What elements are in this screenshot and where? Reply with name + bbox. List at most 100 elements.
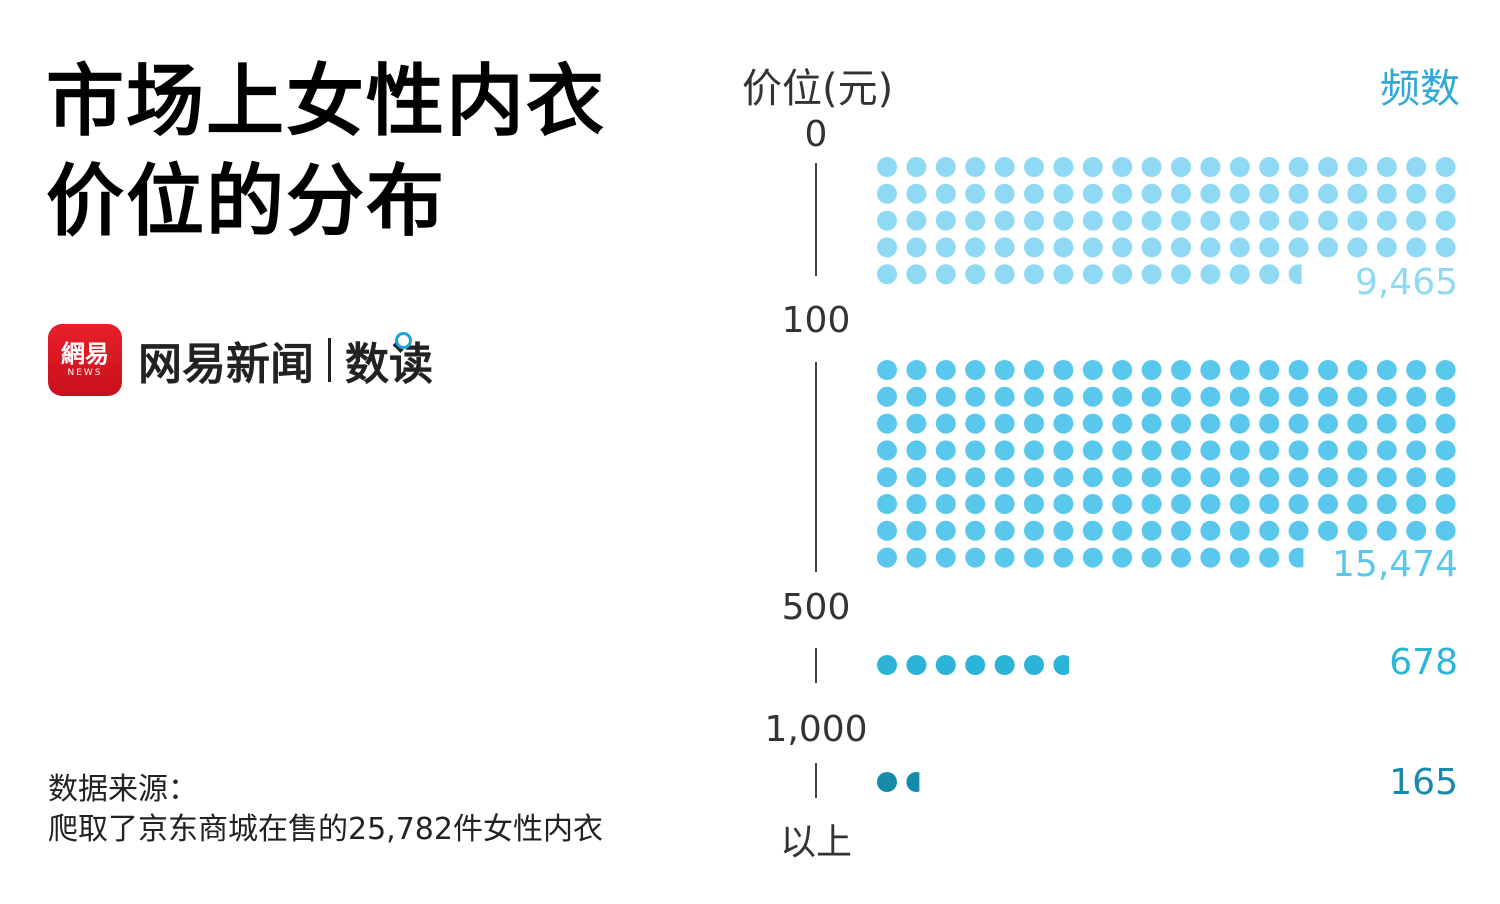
dot-0-89	[1141, 264, 1162, 285]
dot-1-79	[1435, 440, 1456, 461]
dot-2-3	[965, 655, 986, 675]
dot-1-92	[1229, 467, 1250, 488]
dot-1-3	[965, 360, 986, 380]
dot-1-53	[1259, 413, 1280, 434]
dot-0-49	[1141, 210, 1162, 231]
dot-0-88	[1112, 264, 1133, 285]
dot-0-86	[1053, 264, 1074, 285]
dot-1-55	[1318, 413, 1338, 434]
dot-1-96	[1347, 467, 1368, 488]
tick-label-500: 500	[781, 587, 851, 628]
dot-1-70	[1171, 440, 1191, 461]
dot-2-1	[906, 655, 927, 675]
dot-1-34	[1288, 386, 1309, 407]
dot-1-112	[1229, 494, 1250, 514]
dot-0-9	[1141, 157, 1162, 177]
dot-1-7	[1082, 360, 1103, 380]
dot-0-71	[1200, 237, 1221, 258]
dot-0-12	[1229, 157, 1250, 177]
brand-name: 网易新闻	[138, 339, 314, 390]
dot-1-133	[1259, 520, 1280, 541]
title-line-1: 市场上女性内衣	[46, 57, 607, 147]
dot-0-84	[994, 264, 1015, 285]
value-label-0: 9,465	[1354, 262, 1458, 303]
brand-sub-text: 数读	[345, 339, 433, 390]
dot-0-21	[906, 183, 927, 204]
dot-1-31	[1200, 386, 1221, 407]
dot-1-106	[1053, 494, 1074, 514]
value-label-2: 678	[1389, 642, 1458, 683]
dot-1-83	[965, 467, 986, 488]
dot-1-27	[1082, 386, 1103, 407]
dot-0-29	[1141, 183, 1162, 204]
dot-1-108	[1112, 494, 1133, 514]
dot-0-18	[1406, 157, 1427, 177]
dot-1-110	[1171, 494, 1191, 514]
dot-1-90	[1171, 467, 1191, 488]
dot-0-1	[906, 157, 927, 177]
dot-1-10	[1171, 360, 1191, 380]
dot-1-148	[1112, 547, 1133, 568]
dot-0-17	[1376, 157, 1397, 177]
dot-1-143	[965, 547, 986, 568]
dot-0-13	[1259, 157, 1280, 177]
dot-0-70	[1171, 237, 1191, 258]
dot-1-32	[1229, 386, 1250, 407]
dot-2-0	[877, 655, 897, 675]
dot-0-41	[906, 210, 927, 231]
range-line-1000-above	[815, 763, 817, 798]
dot-0-47	[1082, 210, 1103, 231]
dot-1-8	[1112, 360, 1133, 380]
tick-label-100: 100	[781, 300, 851, 341]
dot-1-98	[1406, 467, 1427, 488]
dot-1-116	[1347, 494, 1368, 514]
dot-0-65	[1024, 237, 1044, 258]
dot-3-0	[877, 772, 897, 792]
dot-1-132	[1229, 520, 1250, 541]
dot-1-12	[1229, 360, 1250, 380]
dot-1-72	[1229, 440, 1250, 461]
dot-1-84	[994, 467, 1015, 488]
dot-0-72	[1229, 237, 1250, 258]
dot-0-75	[1318, 237, 1338, 258]
dot-0-58	[1406, 210, 1427, 231]
dot-0-92	[1229, 264, 1250, 285]
dot-1-40	[877, 413, 897, 434]
dot-1-126	[1053, 520, 1074, 541]
dot-0-77	[1376, 237, 1397, 258]
dot-1-105	[1024, 494, 1044, 514]
dot-1-125	[1024, 520, 1044, 541]
dot-1-52	[1229, 413, 1250, 434]
dot-1-81	[906, 467, 927, 488]
source-label: 数据来源：	[48, 772, 198, 807]
dot-1-130	[1171, 520, 1191, 541]
dot-1-123	[965, 520, 986, 541]
dot-0-91	[1200, 264, 1221, 285]
dot-1-30	[1171, 386, 1191, 407]
dot-1-141	[906, 547, 927, 568]
dot-1-128	[1112, 520, 1133, 541]
range-line-0-100	[815, 163, 817, 276]
range-line-500-1000	[815, 648, 817, 683]
dot-1-119	[1435, 494, 1456, 514]
dot-0-74	[1288, 237, 1309, 258]
tick-label-0: 0	[804, 114, 828, 155]
dot-0-73	[1259, 237, 1280, 258]
dot-1-86	[1053, 467, 1074, 488]
dot-1-5	[1024, 360, 1044, 380]
dot-0-35	[1318, 183, 1338, 204]
dot-1-138	[1406, 520, 1427, 541]
dot-0-36	[1347, 183, 1368, 204]
dot-1-129	[1141, 520, 1162, 541]
dot-0-20	[877, 183, 897, 204]
dot-1-35	[1318, 386, 1338, 407]
dot-1-145	[1024, 547, 1044, 568]
dot-1-36	[1347, 386, 1368, 407]
dot-1-60	[877, 440, 897, 461]
dot-0-46	[1053, 210, 1074, 231]
dot-1-127	[1082, 520, 1103, 541]
logo-text-bottom: NEWS	[67, 368, 103, 378]
dot-0-6	[1053, 157, 1074, 177]
dot-1-109	[1141, 494, 1162, 514]
dot-1-23	[965, 386, 986, 407]
